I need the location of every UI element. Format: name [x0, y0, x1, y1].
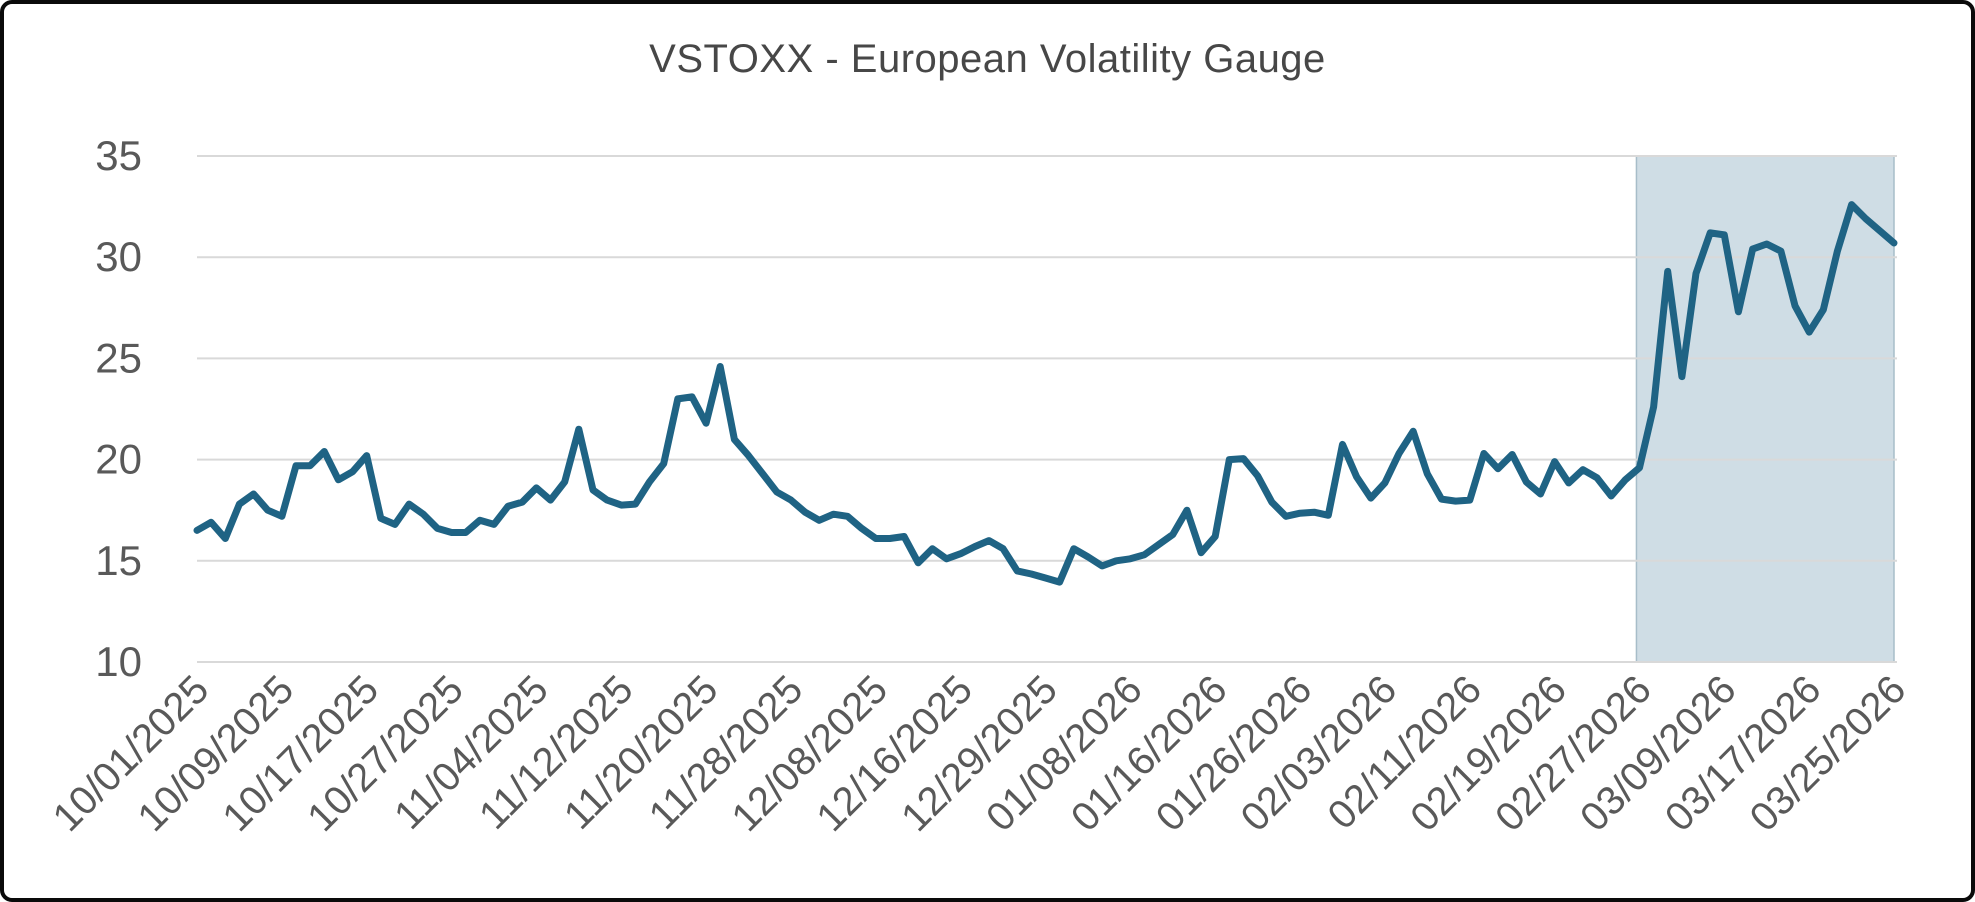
highlight-region — [1635, 155, 1895, 663]
y-axis-tick-label: 35 — [95, 132, 142, 179]
vstoxx-series-line — [193, 201, 1898, 586]
vstoxx-chart-svg: 35302520151010/01/202510/09/202510/17/20… — [45, 132, 1915, 840]
plot-area: 35 30 25 20 15 10 10/01/2025 10/09/2025 10/17/20… — [4, 4, 1971, 898]
y-axis-tick-label: 30 — [95, 233, 142, 280]
y-axis-tick-label: 20 — [95, 436, 142, 483]
y-axis-tick-label: 25 — [95, 334, 142, 381]
y-axis-tick-label: 15 — [95, 537, 142, 584]
y-axis-tick-label: 10 — [95, 638, 142, 685]
chart-title: VSTOXX - European Volatility Gauge — [649, 37, 1326, 81]
